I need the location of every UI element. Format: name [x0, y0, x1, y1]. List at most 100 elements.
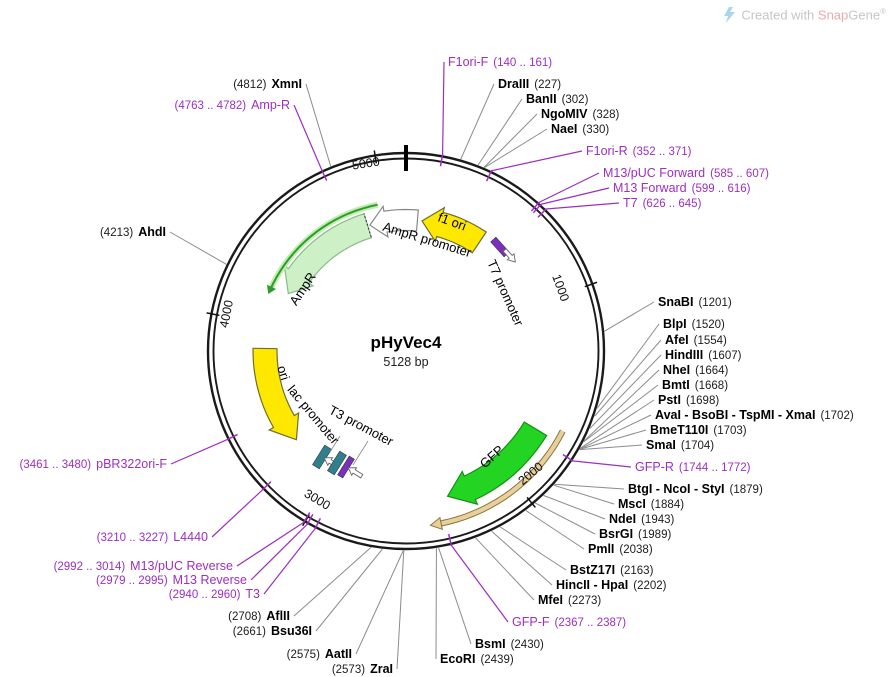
leader-line: [236, 521, 305, 567]
leader-line: [583, 369, 660, 442]
primer-tick: [261, 481, 272, 491]
leader-line: [438, 547, 472, 645]
site-label-PstI: PstI (1698): [658, 393, 719, 408]
primer-tick: [302, 512, 311, 524]
site-name: NheI: [663, 363, 691, 377]
site-name: BsrGI: [599, 527, 634, 541]
site-position: (2573): [331, 664, 366, 676]
leader-line: [475, 537, 535, 601]
site-name: NaeI: [551, 122, 578, 136]
site-label-M13-Forward: M13 Forward (599 .. 616): [613, 181, 750, 196]
site-position: (1703): [713, 425, 747, 437]
t7-promoter-arrow: [502, 248, 516, 263]
site-label-SnaBI: SnaBI (1201): [658, 295, 732, 310]
leader-line: [572, 460, 632, 468]
leader-line: [604, 301, 655, 332]
primer-tick: [530, 201, 540, 212]
site-label-L4440: (3210 .. 3227) L4440: [97, 530, 208, 545]
leader-line: [596, 323, 660, 409]
leader-line: [355, 550, 404, 655]
site-label-T3: (2940 .. 2960) T3: [169, 587, 260, 602]
snapgene-logo-icon: [724, 7, 736, 23]
site-name: BlpI: [663, 317, 687, 331]
site-name: Bsu36I: [271, 624, 312, 638]
ampr-cds-arrowhead: [267, 284, 276, 294]
leader-line: [543, 495, 606, 520]
site-position: (2038): [619, 544, 653, 556]
site-position: (2708): [228, 611, 262, 623]
leader-line: [477, 98, 523, 166]
site-name: HincII - HpaI: [556, 578, 629, 592]
site-name: DraIII: [498, 77, 530, 91]
site-label-BlpI: BlpI (1520): [663, 317, 725, 332]
plasmid-title: pHyVec4: [370, 333, 442, 352]
feature-gfp: [446, 421, 548, 506]
site-label-AvaI-BsoBI-TspMI-XmaI: AvaI - BsoBI - TspMI - XmaI (1702): [655, 408, 854, 423]
site-position: (352 .. 371): [632, 146, 692, 158]
site-label-ZraI: (2573) ZraI: [332, 662, 393, 677]
primer-tick: [226, 433, 238, 441]
lac-promoter-box-1: [312, 444, 332, 470]
site-label-NdeI: NdeI (1943): [609, 512, 674, 527]
site-label-Amp-R: (4763 .. 4782) Amp-R: [174, 98, 290, 113]
site-name: PmlI: [588, 542, 615, 556]
primer-tick: [532, 203, 543, 214]
site-name: F1ori-F: [448, 55, 489, 69]
leader-line: [305, 83, 332, 167]
site-label-M13-pUC-Reverse: (2992 .. 3014) M13/pUC Reverse: [54, 559, 233, 574]
leader-line: [293, 547, 372, 617]
leader-line: [450, 544, 509, 623]
site-name: AhdI: [138, 225, 166, 239]
ampr-cds-line: [268, 203, 378, 291]
site-label-F1ori-F: F1ori-F (140 .. 161): [448, 55, 552, 70]
leader-line: [211, 489, 264, 538]
site-position: (227): [534, 79, 562, 91]
site-position: (330): [582, 124, 610, 136]
site-position: (2979 .. 2995): [96, 575, 168, 587]
site-position: (2661): [232, 626, 266, 638]
leader-line: [483, 113, 538, 168]
primer-tick: [485, 169, 493, 182]
site-position: (1704): [680, 440, 715, 452]
site-name: SnaBI: [658, 295, 694, 309]
site-label-BsmI: BsmI (2430): [475, 637, 544, 652]
site-name: ZraI: [370, 662, 393, 676]
scale-tick-4000: [206, 312, 220, 317]
site-position: (3461 .. 3480): [19, 459, 92, 471]
site-position: (1943): [641, 514, 675, 526]
site-name: AflII: [266, 609, 290, 623]
primer-tick: [314, 518, 322, 530]
site-position: (1989): [638, 529, 672, 541]
leader-line: [460, 83, 495, 160]
site-name: T7: [623, 196, 638, 210]
site-position: (1884): [650, 499, 685, 511]
leader-line: [541, 187, 610, 205]
site-name: BanII: [526, 92, 557, 106]
site-label-BanII: BanII (302): [526, 92, 588, 107]
site-name: L4440: [173, 530, 208, 544]
site-position: (140 .. 161): [493, 57, 553, 69]
leader-line: [263, 528, 316, 595]
site-name: EcoRI: [440, 652, 476, 666]
leader-line: [589, 354, 662, 429]
site-label-XmnI: (4812) XmnI: [233, 77, 302, 92]
site-name: BsmI: [475, 637, 506, 651]
site-position: (3210 .. 3227): [96, 532, 169, 544]
leader-line: [315, 548, 383, 632]
site-position: (302): [561, 94, 589, 106]
site-label-M13-pUC-Forward: M13/pUC Forward (585 .. 607): [603, 166, 769, 181]
site-position: (2273): [568, 595, 602, 607]
leader-line: [579, 399, 655, 449]
site-name: AvaI - BsoBI - TspMI - XmaI: [655, 408, 816, 422]
site-name: M13/pUC Forward: [603, 166, 706, 180]
snapgene-watermark: Created with SnapGene®: [723, 7, 886, 23]
site-position: (1554): [693, 335, 727, 347]
site-label-GFP-R: GFP-R (1744 .. 1772): [635, 460, 751, 475]
leader-line: [491, 150, 583, 172]
site-name: AatII: [324, 647, 352, 661]
leader-line: [491, 530, 553, 586]
site-label-MfeI: MfeI (2273): [538, 593, 601, 608]
primer-tick: [537, 208, 547, 218]
leader-line: [594, 339, 662, 417]
site-label-AhdI: (4213) AhdI: [100, 225, 166, 240]
